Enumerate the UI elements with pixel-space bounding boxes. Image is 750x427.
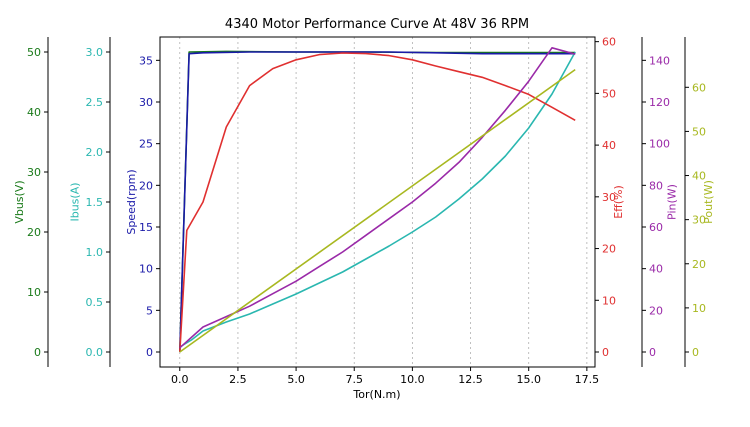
y-tick-label: 60 [649,221,663,234]
y-tick-label: 20 [139,179,153,192]
series-eff [179,52,576,353]
axis-title-pout: Pout(W) [702,180,715,224]
y-tick-label: 2.5 [86,96,104,109]
y-tick-label: 20 [27,226,41,239]
axis-title-speed: Speed(rpm) [125,169,138,234]
x-tick-label: 12.5 [458,373,483,386]
axis-title-vbus: Vbus(V) [13,180,26,223]
y-tick-label: 50 [27,46,41,59]
y-tick-label: 20 [649,304,663,317]
y-tick-label: 35 [139,54,153,67]
axis-vbus: 0 10 20 30 40 50 Vbus(V) [13,37,49,367]
y-tick-label: 40 [602,139,616,152]
y-tick-label: 1.0 [86,246,104,259]
chart-title: 4340 Motor Performance Curve At 48V 36 R… [225,17,529,32]
series-layer [179,46,576,353]
y-tick-label: 10 [602,294,616,307]
plot-frame [159,36,596,368]
y-tick-label: 30 [602,191,616,204]
y-tick-label: 2.0 [86,146,104,159]
axis-ibus: 0.0 0.5 1.0 1.5 2.0 2.5 3.0 Ibus(A) [69,37,111,367]
y-tick-label: 120 [649,96,670,109]
y-tick-label: 30 [27,166,41,179]
x-tick-label: 15.0 [516,373,541,386]
y-tick-label: 40 [649,263,663,276]
y-tick-label: 10 [27,286,41,299]
y-tick-label: 100 [649,138,670,151]
y-tick-label: 40 [692,170,706,183]
axis-title-eff: Eff(%) [612,185,625,219]
y-tick-label: 20 [602,243,616,256]
y-tick-label: 15 [139,221,153,234]
y-tick-label: 20 [692,258,706,271]
y-tick-label: 0 [602,346,609,359]
y-tick-label: 0 [34,346,41,359]
series-pin [179,46,576,349]
series-speed [179,51,576,353]
y-tick-label: 0.5 [86,296,104,309]
y-tick-label: 1.5 [86,196,104,209]
y-tick-label: 60 [692,81,706,94]
y-tick-label: 40 [27,106,41,119]
axis-eff: 0 10 20 30 40 50 60 Eff(%) [595,36,625,359]
series-ibus [179,51,576,348]
y-tick-label: 0 [146,346,153,359]
x-axis-label: Tor(N.m) [352,388,400,401]
y-tick-label: 50 [692,125,706,138]
y-tick-label: 30 [692,214,706,227]
x-tick-label: 17.5 [575,373,600,386]
x-tick-label: 2.5 [229,373,247,386]
axis-pin: 0 20 40 60 80 100 120 140 Pin(W) [641,37,679,367]
series-pout [179,68,576,353]
x-tick-label: 7.5 [345,373,363,386]
axes-layer: 0.0 2.5 5.0 7.5 10.0 12.5 15.0 17.501020304050V… [13,36,715,386]
y-tick-label: 80 [649,179,663,192]
y-tick-label: 10 [692,302,706,315]
y-tick-label: 0.0 [86,346,104,359]
y-tick-label: 25 [139,138,153,151]
y-tick-label: 5 [146,304,153,317]
y-tick-label: 60 [602,36,616,49]
y-tick-label: 3.0 [86,46,104,59]
y-tick-label: 30 [139,96,153,109]
y-tick-label: 10 [139,263,153,276]
axis-pout: 0 10 20 30 40 50 60 Pout(W) [684,37,715,367]
x-tick-label: 5.0 [287,373,305,386]
x-tick-label: 0.0 [171,373,189,386]
axis-speed: 0 5 10 15 20 25 30 35 Speed(rpm) [125,54,160,359]
axis-title-ibus: Ibus(A) [69,182,82,221]
y-tick-label: 50 [602,87,616,100]
x-tick-label: 10.0 [400,373,425,386]
y-tick-label: 0 [692,346,699,359]
y-tick-label: 0 [649,346,656,359]
axis-title-pin: Pin(W) [666,184,679,220]
y-tick-label: 140 [649,54,670,67]
